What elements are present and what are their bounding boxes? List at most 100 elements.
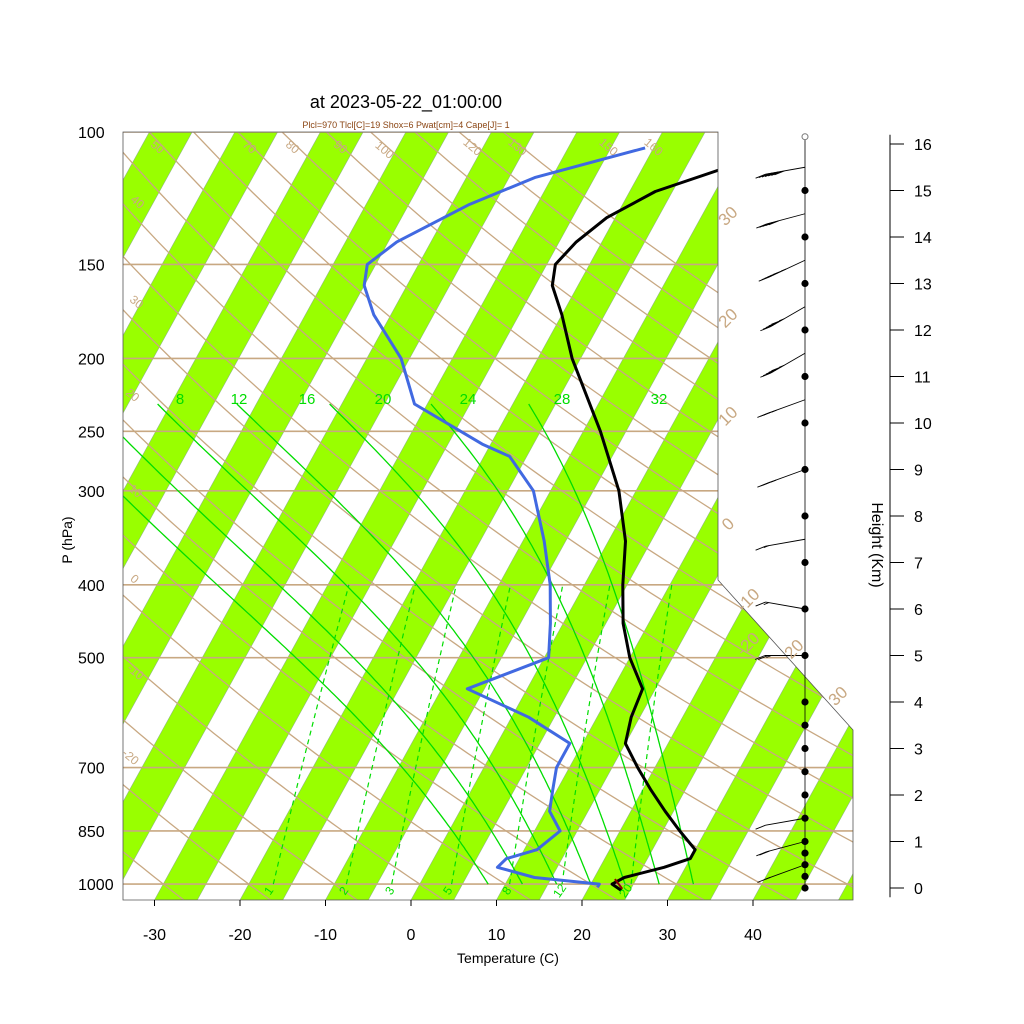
height-axis-tick-label: 8 [914,509,923,526]
x-axis-tick-label: -10 [314,927,337,944]
wind-level-marker [801,721,809,729]
wind-level-marker [801,744,809,753]
wind-barb-feather [763,602,769,606]
isotherm-label: 30 [715,203,742,230]
p-axis-tick-label: 400 [78,578,105,595]
wind-level-marker [801,849,809,857]
wind-barb-feather [765,369,777,375]
isotherm-band [666,132,853,900]
dewpoint-profile [362,146,646,889]
wind-level-marker [801,419,809,427]
height-axis-tick-label: 10 [914,416,932,433]
dry-adiabat-line [123,132,618,900]
dry-adiabat-line [148,132,853,900]
wind-barb-feather [771,366,782,372]
moist-adiabat-line [123,403,523,885]
wind-level-marker [801,233,809,241]
isotherm-band [924,132,1024,900]
wind-barb-shaft [765,538,806,547]
wind-barb-feather [762,324,774,330]
p-axis-tick-label: 100 [78,125,105,142]
mixing-ratio-line [345,584,416,885]
wind-barb-feather [779,318,785,322]
wind-barb-feather [760,372,771,378]
wind-level-marker [801,698,809,706]
mixing-ratio-line [391,584,457,885]
x-axis-tick-label: 10 [488,927,506,944]
dry-adiabat-line [0,132,97,900]
isotherm-band [239,132,706,900]
moist-adiabat-line [329,403,626,885]
wind-barb-shaft [766,841,806,853]
temperature-profile [550,146,758,892]
height-axis-tick-label: 14 [914,230,932,247]
moist-adiabat-label: 12 [231,391,248,408]
wind-barb-feather [759,850,770,856]
wind-level-marker [801,884,809,892]
isotherm-band [0,132,21,900]
isotherm-band [837,132,853,900]
wind-level-marker [801,768,809,776]
height-axis-tick-label: 0 [914,881,923,898]
height-axis-tick-label: 3 [914,742,923,759]
mixing-ratio-line [561,584,611,885]
isotherm-band [123,132,364,900]
wind-barb-feather [763,545,769,549]
p-axis-tick-label: 850 [78,824,105,841]
wind-barb-feather [771,319,782,325]
wind-barb-feather [779,364,785,368]
dry-adiabat-line [123,132,853,900]
isotherm-band [0,132,107,900]
isotherm-band [1010,132,1024,900]
wind-barb-shaft [767,864,806,879]
wind-barb-feather [768,220,779,226]
moist-adiabat-label: 16 [299,391,316,408]
wind-barb-feather [771,170,782,176]
wind-barb-feather [755,824,766,830]
isotherm-label: 20 [715,305,742,332]
mixing-ratio-label: 3 [382,884,397,898]
chart-title: at 2023-05-22_01:00:00 [310,92,502,113]
wind-barb-feather [755,601,766,607]
wind-barb-shaft [765,601,806,610]
height-axis-tick-label: 15 [914,184,932,201]
wind-barb-feather [780,268,787,272]
moist-adiabat-line [236,403,592,885]
wind-barb-feather [758,655,769,660]
wind-barb-feather [758,173,769,179]
isotherm-band [324,132,792,900]
parcel-profile [614,878,624,890]
dry-adiabat-line [237,132,853,900]
moist-adiabat-line [157,403,558,885]
wind-barb-feather [754,655,766,660]
isotherm-label: 10 [715,403,742,430]
wind-barb-feather [768,171,779,177]
wind-barb-shaft [765,166,806,175]
mixing-ratio-line [272,584,350,885]
wind-level-marker [801,279,809,288]
moist-adiabat-line [528,403,695,885]
isotherm-band [123,132,450,900]
wind-barb-feather [764,172,776,177]
wind-barb-feather [768,321,779,327]
isotherm-band [123,132,279,900]
height-axis-tick-label: 12 [914,323,932,340]
height-axis-tick-label: 9 [914,463,923,480]
isotherm-band [752,132,853,900]
dry-adiabat-line [123,132,531,900]
wind-barb-shaft [765,817,806,826]
p-axis-tick-label: 300 [78,484,105,501]
x-axis-tick-label: 30 [659,927,677,944]
isotherm-label: 0 [718,514,738,534]
x-axis-tick-label: 0 [407,927,416,944]
wind-barb-feather [755,173,766,179]
chart-subtitle: Plcl=970 Tlcl[C]=19 Shox=6 Pwat[cm]=4 Ca… [302,120,509,130]
wind-barb-feather [771,409,777,413]
p-axis-tick-label: 500 [78,651,105,668]
p-axis-tick-label: 150 [78,257,105,274]
wind-barb-feather [771,479,777,483]
wind-barb-feather [765,323,777,328]
x-axis-tick-label: 40 [744,927,762,944]
moist-adiabat-label: 32 [651,391,668,408]
p-axis-tick-label: 200 [78,351,105,368]
